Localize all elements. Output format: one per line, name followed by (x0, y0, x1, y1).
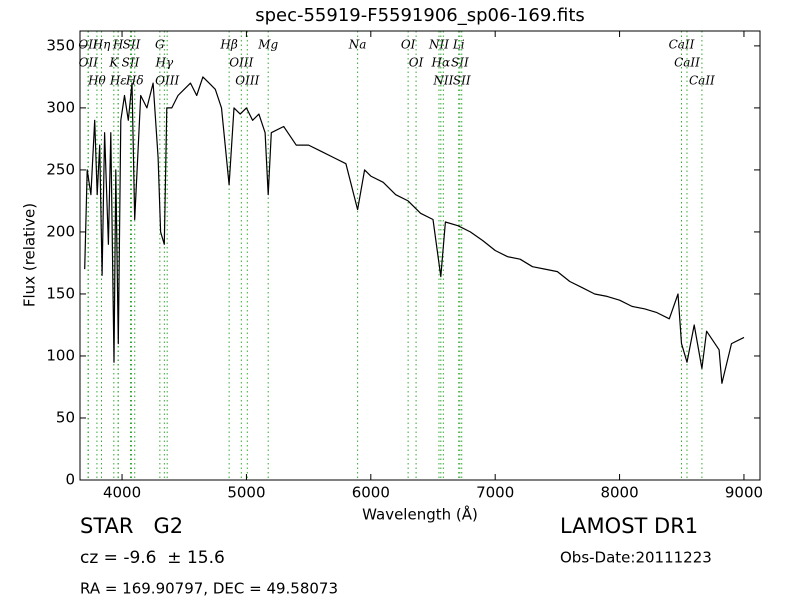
x-axis-label: Wavelength (Å) (362, 505, 478, 524)
spectral-line-label: CaII (689, 74, 715, 88)
redshift: cz = -9.6 ± 15.6 (80, 548, 225, 568)
spectrum-line (84, 76, 745, 384)
spectral-line-label: Hθ (87, 74, 106, 88)
obs-date: Obs-Date:20111223 (560, 549, 712, 567)
spectral-line-label: G (155, 38, 165, 52)
spectral-line-label: Hα (431, 56, 451, 70)
x-tick-label: 4000 (103, 484, 141, 502)
chart-title: spec-55919-F5591906_sp06-169.fits (255, 5, 585, 26)
spectral-line-label: K (108, 56, 119, 70)
spectral-line-label: CaII (674, 56, 700, 70)
spectral-line-label: SII (122, 56, 140, 70)
spectral-line-label: OIII (155, 74, 179, 88)
spectral-line-label: CaII (669, 38, 695, 52)
x-tick-label: 7000 (476, 484, 514, 502)
x-tick-label: 8000 (600, 484, 638, 502)
spectral-line-label: Hε (109, 74, 127, 88)
spectral-line-label: NII (432, 74, 453, 88)
y-tick-label: 300 (46, 98, 75, 116)
spectral-line-label: OIII (235, 74, 259, 88)
y-tick-label: 0 (65, 471, 75, 489)
y-tick-label: 350 (46, 36, 75, 54)
y-axis-label: Flux (relative) (21, 203, 39, 307)
y-tick-label: 150 (46, 284, 75, 302)
spectral-line-label: OI (401, 38, 416, 52)
y-tick-label: 100 (46, 346, 75, 364)
spectral-line-label: Hη (92, 38, 111, 52)
spectral-line-label: Mg (257, 38, 278, 52)
x-tick-label: 6000 (352, 484, 390, 502)
plot-frame (79, 30, 761, 481)
coordinates: RA = 169.90797, DEC = 49.58073 (80, 580, 338, 598)
survey: LAMOST DR1 (560, 514, 698, 538)
x-tick-label: 5000 (227, 484, 265, 502)
spectral-line-label: Hδ (125, 74, 144, 88)
spectral-line-label: NII (428, 38, 449, 52)
spectral-line-label: Na (348, 38, 367, 52)
spectral-line-label: OIII (229, 56, 253, 70)
spectral-line-label: OII (79, 56, 99, 70)
object-class: STAR G2 (80, 514, 183, 538)
y-tick-label: 50 (56, 408, 75, 426)
spectral-line-label: Hβ (219, 38, 237, 52)
x-tick-label: 9000 (725, 484, 763, 502)
spectral-line-label: Li (452, 38, 465, 52)
spectral-line-label: SII (123, 38, 141, 52)
spectral-line-label: SII (451, 56, 469, 70)
spectral-line-label: OI (409, 56, 424, 70)
spectral-line-label: Hγ (155, 56, 174, 70)
y-tick-label: 250 (46, 160, 75, 178)
y-tick-label: 200 (46, 222, 75, 240)
spectral-line-label: SII (453, 74, 471, 88)
